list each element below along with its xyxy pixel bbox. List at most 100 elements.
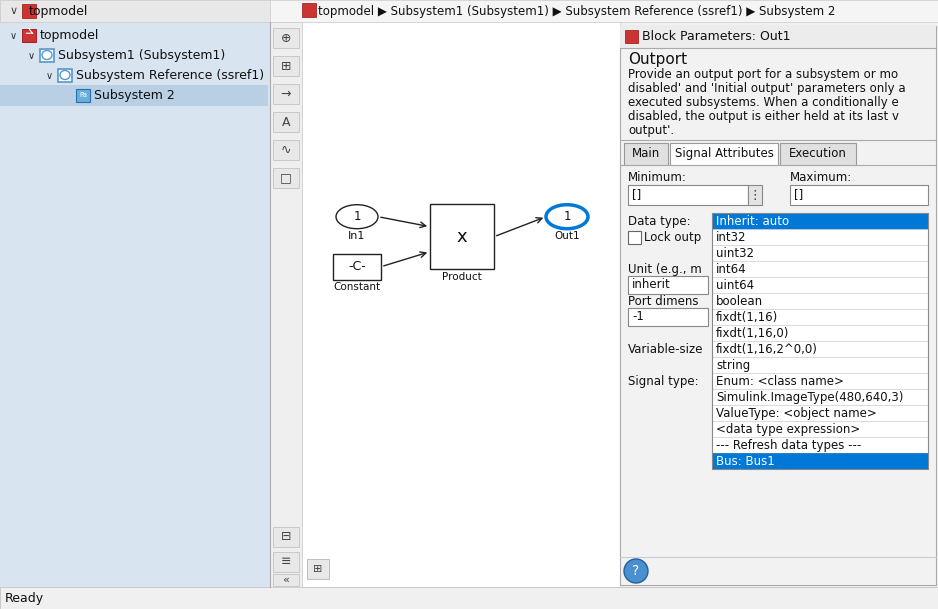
Bar xyxy=(273,527,299,547)
Text: x: x xyxy=(457,228,467,245)
Bar xyxy=(620,26,936,585)
Bar xyxy=(712,341,928,357)
Bar xyxy=(712,229,928,245)
Text: ⊟: ⊟ xyxy=(280,530,292,543)
Bar xyxy=(670,143,778,165)
Bar xyxy=(712,261,928,277)
Text: ∨: ∨ xyxy=(10,6,18,16)
Bar xyxy=(0,587,938,609)
Text: Subsystem Reference (ssref1): Subsystem Reference (ssref1) xyxy=(76,69,265,82)
Text: Bus: Bus1: Bus: Bus1 xyxy=(716,455,775,468)
Bar xyxy=(628,231,641,244)
Text: output'.: output'. xyxy=(628,124,674,137)
Bar xyxy=(712,277,928,293)
Text: --- Refresh data types ---: --- Refresh data types --- xyxy=(716,439,861,452)
Text: Block Parameters: Out1: Block Parameters: Out1 xyxy=(642,30,791,43)
Text: Outport: Outport xyxy=(628,52,688,67)
Text: executed subsystems. When a conditionally e: executed subsystems. When a conditionall… xyxy=(628,96,899,109)
Bar xyxy=(58,69,72,82)
Text: ⊕: ⊕ xyxy=(280,32,292,44)
Bar xyxy=(0,85,268,106)
Text: uint32: uint32 xyxy=(716,247,754,260)
Text: Enum: <class name>: Enum: <class name> xyxy=(716,375,844,388)
Bar xyxy=(620,26,936,48)
Bar xyxy=(624,143,668,165)
Text: uint64: uint64 xyxy=(716,279,754,292)
Text: Minimum:: Minimum: xyxy=(628,171,687,184)
Text: ∨: ∨ xyxy=(10,31,17,41)
Text: Subsystem 2: Subsystem 2 xyxy=(94,90,174,102)
Text: boolean: boolean xyxy=(716,295,764,308)
Text: Signal type:: Signal type: xyxy=(628,375,699,388)
Text: <data type expression>: <data type expression> xyxy=(716,423,860,436)
Bar xyxy=(790,185,928,205)
Bar xyxy=(273,84,299,104)
Bar xyxy=(712,293,928,309)
Text: topmodel ▶ Subsystem1 (Subsystem1) ▶ Subsystem Reference (ssref1) ▶ Subsystem 2: topmodel ▶ Subsystem1 (Subsystem1) ▶ Sub… xyxy=(318,4,836,18)
Text: 1: 1 xyxy=(563,210,570,224)
Text: int64: int64 xyxy=(716,263,747,276)
Bar xyxy=(712,309,928,325)
Text: []: [] xyxy=(794,188,803,201)
Bar xyxy=(748,185,762,205)
Text: →: → xyxy=(280,88,292,100)
Ellipse shape xyxy=(42,51,52,60)
Bar xyxy=(625,30,638,43)
Text: Unit (e.g., m: Unit (e.g., m xyxy=(628,263,702,276)
Text: Product: Product xyxy=(442,272,482,282)
Text: In1: In1 xyxy=(348,231,366,241)
Text: Main: Main xyxy=(632,147,660,160)
Bar xyxy=(273,112,299,132)
Text: □: □ xyxy=(280,172,292,185)
Text: Ready: Ready xyxy=(5,592,44,605)
Bar xyxy=(712,437,928,453)
Text: A: A xyxy=(281,116,290,128)
Bar xyxy=(0,22,270,587)
Text: Lock outp: Lock outp xyxy=(644,231,702,244)
Bar xyxy=(270,22,302,587)
Bar xyxy=(712,453,928,469)
Bar xyxy=(273,168,299,188)
Text: fixdt(1,16): fixdt(1,16) xyxy=(716,311,779,324)
Text: -1: -1 xyxy=(632,310,643,323)
Text: Variable-size: Variable-size xyxy=(628,343,704,356)
Text: Simulink.ImageType(480,640,3): Simulink.ImageType(480,640,3) xyxy=(716,391,903,404)
Text: int32: int32 xyxy=(716,231,747,244)
Text: 1: 1 xyxy=(354,210,361,224)
Text: ∿: ∿ xyxy=(280,144,292,157)
Bar xyxy=(628,276,708,294)
Bar xyxy=(712,213,928,229)
Text: ValueType: <object name>: ValueType: <object name> xyxy=(716,407,877,420)
Bar xyxy=(273,28,299,48)
Bar xyxy=(430,203,494,269)
Text: ⊞: ⊞ xyxy=(280,60,292,72)
Bar xyxy=(302,3,316,17)
Bar xyxy=(273,574,299,586)
Text: ∨: ∨ xyxy=(46,71,53,81)
Bar xyxy=(712,421,928,437)
Text: []: [] xyxy=(632,188,642,201)
Text: ⊞: ⊞ xyxy=(313,564,323,574)
Bar xyxy=(333,254,381,280)
Bar xyxy=(628,308,708,326)
Text: Data type:: Data type: xyxy=(628,215,690,228)
Text: Execution: Execution xyxy=(789,147,847,160)
Bar xyxy=(712,357,928,373)
Bar xyxy=(273,552,299,572)
Text: Subsystem1 (Subsystem1): Subsystem1 (Subsystem1) xyxy=(58,49,225,63)
Text: fixdt(1,16,2^0,0): fixdt(1,16,2^0,0) xyxy=(716,343,818,356)
Text: Port dimens: Port dimens xyxy=(628,295,699,308)
Text: topmodel: topmodel xyxy=(40,29,99,43)
Bar xyxy=(40,49,54,62)
Text: inherit: inherit xyxy=(632,278,671,291)
Bar xyxy=(273,140,299,160)
Text: disabled, the output is either held at its last v: disabled, the output is either held at i… xyxy=(628,110,899,123)
Text: string: string xyxy=(716,359,750,372)
Text: «: « xyxy=(282,575,290,585)
Ellipse shape xyxy=(546,205,588,229)
Bar xyxy=(76,89,90,102)
Text: Inherit: auto: Inherit: auto xyxy=(716,215,789,228)
Bar xyxy=(22,29,36,42)
Text: ⋮: ⋮ xyxy=(749,189,762,202)
Bar xyxy=(628,185,748,205)
